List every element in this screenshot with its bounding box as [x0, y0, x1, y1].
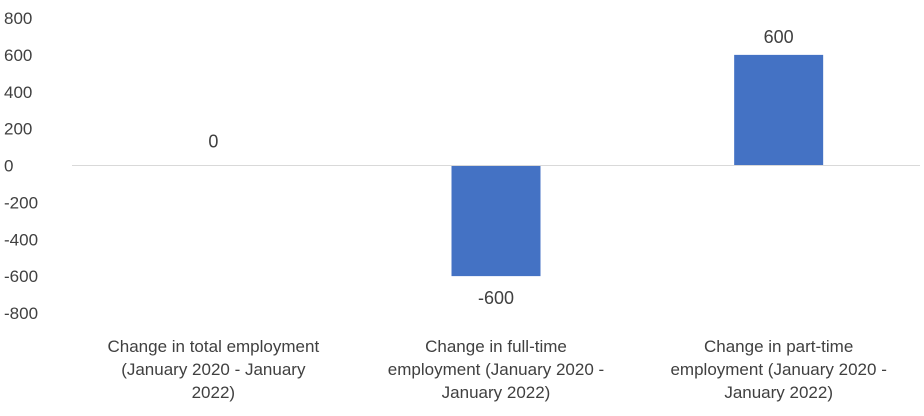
category-label-line: 2022) [192, 383, 235, 402]
category-label-line: employment (January 2020 - [388, 360, 604, 379]
category-label-line: Change in total employment [107, 337, 319, 356]
category-label: Change in total employment (January 2020 … [107, 337, 319, 402]
y-tick-label: 600 [4, 46, 32, 65]
category-label-line: employment (January 2020 - [670, 360, 886, 379]
y-tick-label: -600 [4, 267, 38, 286]
bar [734, 54, 824, 166]
category-label-line: January 2022) [442, 383, 551, 402]
category-label-line: Change in full-time [425, 337, 567, 356]
y-tick-label: -800 [4, 304, 38, 323]
y-tick-label: 800 [4, 9, 32, 28]
category-label: Change in full-time employment (January 2… [388, 337, 604, 402]
category-label: Change in part-time employment (January 2… [670, 337, 886, 402]
y-tick-label: -400 [4, 230, 38, 249]
y-tick-label: 200 [4, 120, 32, 139]
bar [451, 165, 541, 277]
category-label-line: January 2022) [724, 383, 833, 402]
data-label: 600 [764, 27, 794, 47]
data-label: 0 [208, 132, 218, 152]
y-tick-label: -200 [4, 193, 38, 212]
y-axis-ticks: 800 600 400 200 0 -200 -400 -600 -800 [4, 9, 38, 323]
bars [451, 54, 824, 277]
category-labels: Change in total employment (January 2020 … [107, 337, 886, 402]
category-label-line: Change in part-time [704, 337, 853, 356]
data-labels: 0 -600 600 [208, 27, 793, 308]
category-label-line: (January 2020 - January [121, 360, 306, 379]
data-label: -600 [478, 288, 514, 308]
y-tick-label: 0 [4, 157, 13, 176]
y-tick-label: 400 [4, 83, 32, 102]
